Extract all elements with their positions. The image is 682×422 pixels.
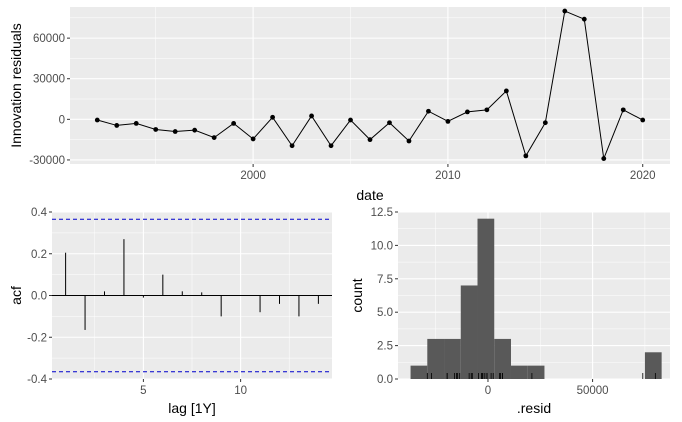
- acf-y-tick-label: 0.2: [31, 249, 47, 261]
- acf-y-axis-title: acf: [8, 286, 24, 305]
- residuals-point: [192, 127, 198, 133]
- residuals-point: [289, 143, 295, 149]
- residuals-point: [523, 153, 529, 159]
- histogram-panel: 0.0 2.5 5.0 7.5 10.0 12.5 0 50000 .resid count: [349, 207, 670, 416]
- histogram-bar: [427, 338, 445, 379]
- residuals-axes: -30000 0 30000 60000 2000 2010 2020: [29, 33, 655, 182]
- residuals-point: [601, 156, 607, 161]
- residuals-x-tick-label: 2000: [240, 170, 266, 182]
- histogram-bar: [644, 352, 662, 379]
- residuals-point: [503, 88, 509, 94]
- histogram-x-axis-title: .resid: [517, 400, 551, 416]
- residuals-point: [309, 113, 314, 119]
- histogram-y-axis-title: count: [349, 278, 365, 312]
- residuals-y-tick-label: 0: [59, 114, 65, 126]
- histogram-y-tick-label: 7.5: [377, 274, 393, 286]
- residuals-point: [211, 135, 217, 141]
- residuals-point: [172, 129, 178, 134]
- acf-y-tick-label: 0.0: [31, 291, 47, 303]
- acf-axes: -0.4 -0.2 0.0 0.2 0.4 5 10: [27, 207, 247, 397]
- histogram-bar: [460, 285, 478, 379]
- residuals-point: [94, 117, 100, 123]
- residuals-x-tick-label: 2010: [435, 170, 461, 182]
- histogram-y-tick-label: 0.0: [377, 374, 393, 386]
- acf-y-tick-label: 0.4: [31, 207, 48, 219]
- acf-y-tick-label: -0.4: [27, 374, 47, 386]
- residuals-point: [250, 136, 256, 142]
- histogram-y-tick-label: 2.5: [377, 341, 393, 353]
- residuals-point: [640, 117, 646, 123]
- histogram-y-tick-label: 5.0: [377, 307, 393, 319]
- acf-x-tick-label: 10: [234, 385, 247, 397]
- acf-panel: -0.4 -0.2 0.0 0.2 0.4 5 10 lag [1Y] acf: [8, 207, 332, 416]
- residuals-point: [426, 108, 431, 114]
- histogram-bar: [510, 365, 528, 379]
- residuals-y-axis-title: Innovation residuals: [8, 23, 24, 148]
- residuals-gridlines: [70, 7, 670, 164]
- residuals-point: [620, 107, 626, 113]
- residuals-point: [348, 117, 353, 123]
- residuals-point: [581, 16, 587, 22]
- residuals-point: [270, 114, 275, 120]
- acf-series: [52, 218, 332, 373]
- histogram-x-tick-label: 0: [485, 385, 491, 397]
- residuals-point: [387, 120, 392, 126]
- residuals-series: [94, 8, 646, 161]
- residuals-point: [133, 120, 139, 126]
- histogram-bar: [444, 338, 461, 379]
- histogram-x-tick-label: 50000: [577, 385, 609, 397]
- residuals-point: [114, 123, 120, 128]
- histogram-y-tick-label: 12.5: [371, 207, 393, 219]
- residuals-point: [542, 120, 548, 126]
- histogram-axes: 0.0 2.5 5.0 7.5 10.0 12.5 0 50000: [371, 207, 609, 397]
- histogram-bar: [527, 365, 545, 379]
- residuals-x-tick-label: 2020: [630, 170, 656, 182]
- acf-x-tick-label: 5: [140, 385, 146, 397]
- acf-x-axis-title: lag [1Y]: [168, 400, 215, 416]
- histogram-series: [410, 218, 662, 379]
- residuals-point: [484, 107, 490, 113]
- histogram-y-tick-label: 10.0: [371, 240, 393, 252]
- histogram-bar: [477, 218, 495, 379]
- acf-y-tick-label: -0.2: [27, 332, 47, 344]
- residuals-y-tick-label: 60000: [33, 33, 65, 45]
- residuals-point: [367, 137, 373, 143]
- residuals-point: [231, 120, 237, 126]
- residuals-y-tick-label: -30000: [29, 155, 65, 167]
- residuals-point: [465, 109, 470, 115]
- residuals-panel: -30000 0 30000 60000 2000 2010 2020 date Innov…: [8, 7, 670, 203]
- residuals-point: [153, 127, 159, 132]
- histogram-bar: [410, 365, 428, 379]
- residuals-point: [328, 143, 334, 149]
- residuals-point: [562, 8, 568, 14]
- residuals-point: [445, 118, 451, 124]
- residuals-point: [406, 138, 412, 144]
- residuals-x-axis-title: date: [356, 187, 383, 203]
- histogram-bar: [494, 338, 511, 379]
- residuals-y-tick-label: 30000: [33, 74, 65, 86]
